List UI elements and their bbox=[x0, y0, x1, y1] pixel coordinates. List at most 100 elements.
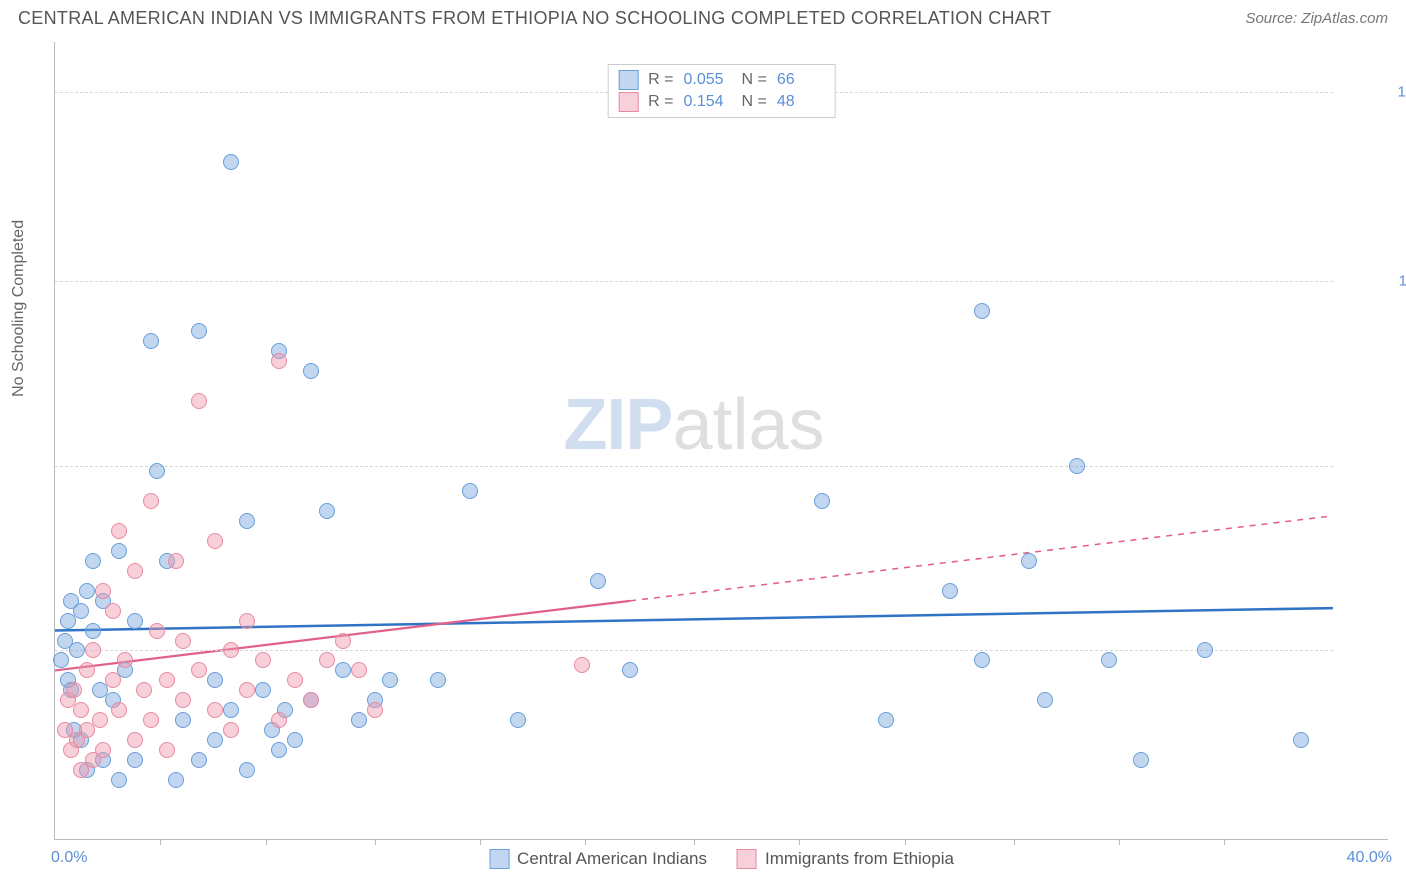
data-point bbox=[117, 652, 133, 668]
series-legend: Central American Indians Immigrants from … bbox=[489, 849, 954, 869]
x-tick bbox=[585, 839, 586, 845]
data-point bbox=[143, 493, 159, 509]
data-point bbox=[175, 692, 191, 708]
data-point bbox=[239, 682, 255, 698]
x-tick bbox=[799, 839, 800, 845]
gridline bbox=[55, 281, 1333, 282]
stat-n-value: 48 bbox=[777, 93, 825, 111]
data-point bbox=[1293, 732, 1309, 748]
data-point bbox=[127, 613, 143, 629]
data-point bbox=[223, 722, 239, 738]
legend-swatch bbox=[618, 70, 638, 90]
y-tick-label: 11.2% bbox=[1399, 273, 1406, 290]
stat-n-value: 66 bbox=[777, 71, 825, 89]
data-point bbox=[942, 583, 958, 599]
stat-n-label: N = bbox=[742, 71, 767, 89]
stat-r-value: 0.055 bbox=[684, 71, 732, 89]
legend-swatch bbox=[618, 92, 638, 112]
data-point bbox=[255, 652, 271, 668]
data-point bbox=[239, 513, 255, 529]
data-point bbox=[191, 323, 207, 339]
legend-swatch bbox=[489, 849, 509, 869]
data-point bbox=[319, 503, 335, 519]
data-point bbox=[814, 493, 830, 509]
x-tick bbox=[160, 839, 161, 845]
data-point bbox=[73, 702, 89, 718]
data-point bbox=[271, 712, 287, 728]
legend-label: Central American Indians bbox=[517, 849, 707, 869]
chart-title: CENTRAL AMERICAN INDIAN VS IMMIGRANTS FR… bbox=[18, 8, 1051, 29]
trend-lines bbox=[55, 42, 1333, 840]
legend-item: Immigrants from Ethiopia bbox=[737, 849, 954, 869]
data-point bbox=[303, 363, 319, 379]
stats-legend: R =0.055N =66R =0.154N =48 bbox=[607, 64, 836, 118]
data-point bbox=[1037, 692, 1053, 708]
data-point bbox=[85, 553, 101, 569]
data-point bbox=[149, 463, 165, 479]
data-point bbox=[105, 603, 121, 619]
data-point bbox=[168, 772, 184, 788]
data-point bbox=[1101, 652, 1117, 668]
x-tick bbox=[1119, 839, 1120, 845]
data-point bbox=[239, 613, 255, 629]
data-point bbox=[223, 642, 239, 658]
data-point bbox=[351, 662, 367, 678]
y-axis-label: No Schooling Completed bbox=[10, 219, 28, 396]
data-point bbox=[73, 603, 89, 619]
data-point bbox=[191, 393, 207, 409]
stat-r-label: R = bbox=[648, 71, 673, 89]
data-point bbox=[191, 752, 207, 768]
data-point bbox=[111, 772, 127, 788]
data-point bbox=[462, 483, 478, 499]
data-point bbox=[974, 652, 990, 668]
data-point bbox=[79, 583, 95, 599]
data-point bbox=[287, 732, 303, 748]
watermark-zip: ZIP bbox=[563, 385, 672, 465]
data-point bbox=[223, 702, 239, 718]
data-point bbox=[191, 662, 207, 678]
data-point bbox=[303, 692, 319, 708]
data-point bbox=[143, 333, 159, 349]
chart-area: ZIPatlas No Schooling Completed 0.0% 40.… bbox=[54, 42, 1388, 840]
data-point bbox=[79, 662, 95, 678]
data-point bbox=[287, 672, 303, 688]
data-point bbox=[271, 742, 287, 758]
data-point bbox=[111, 543, 127, 559]
legend-swatch bbox=[737, 849, 757, 869]
stat-r-value: 0.154 bbox=[684, 93, 732, 111]
data-point bbox=[53, 652, 69, 668]
data-point bbox=[1069, 458, 1085, 474]
data-point bbox=[335, 633, 351, 649]
x-tick bbox=[1224, 839, 1225, 845]
data-point bbox=[255, 682, 271, 698]
data-point bbox=[1021, 553, 1037, 569]
x-tick bbox=[1014, 839, 1015, 845]
gridline bbox=[55, 650, 1333, 651]
data-point bbox=[223, 154, 239, 170]
y-tick-label: 15.0% bbox=[1397, 83, 1406, 100]
data-point bbox=[207, 672, 223, 688]
data-point bbox=[430, 672, 446, 688]
data-point bbox=[136, 682, 152, 698]
plot-area: ZIPatlas bbox=[55, 42, 1333, 840]
data-point bbox=[127, 563, 143, 579]
chart-source: Source: ZipAtlas.com bbox=[1245, 10, 1388, 27]
x-axis-min-label: 0.0% bbox=[51, 849, 87, 867]
data-point bbox=[85, 642, 101, 658]
data-point bbox=[95, 742, 111, 758]
data-point bbox=[175, 633, 191, 649]
data-point bbox=[92, 712, 108, 728]
data-point bbox=[367, 702, 383, 718]
data-point bbox=[351, 712, 367, 728]
data-point bbox=[111, 702, 127, 718]
data-point bbox=[574, 657, 590, 673]
data-point bbox=[105, 672, 121, 688]
data-point bbox=[159, 672, 175, 688]
data-point bbox=[239, 762, 255, 778]
stats-row: R =0.154N =48 bbox=[618, 91, 825, 113]
data-point bbox=[382, 672, 398, 688]
stat-r-label: R = bbox=[648, 93, 673, 111]
data-point bbox=[85, 623, 101, 639]
data-point bbox=[168, 553, 184, 569]
x-axis-max-label: 40.0% bbox=[1347, 849, 1392, 867]
